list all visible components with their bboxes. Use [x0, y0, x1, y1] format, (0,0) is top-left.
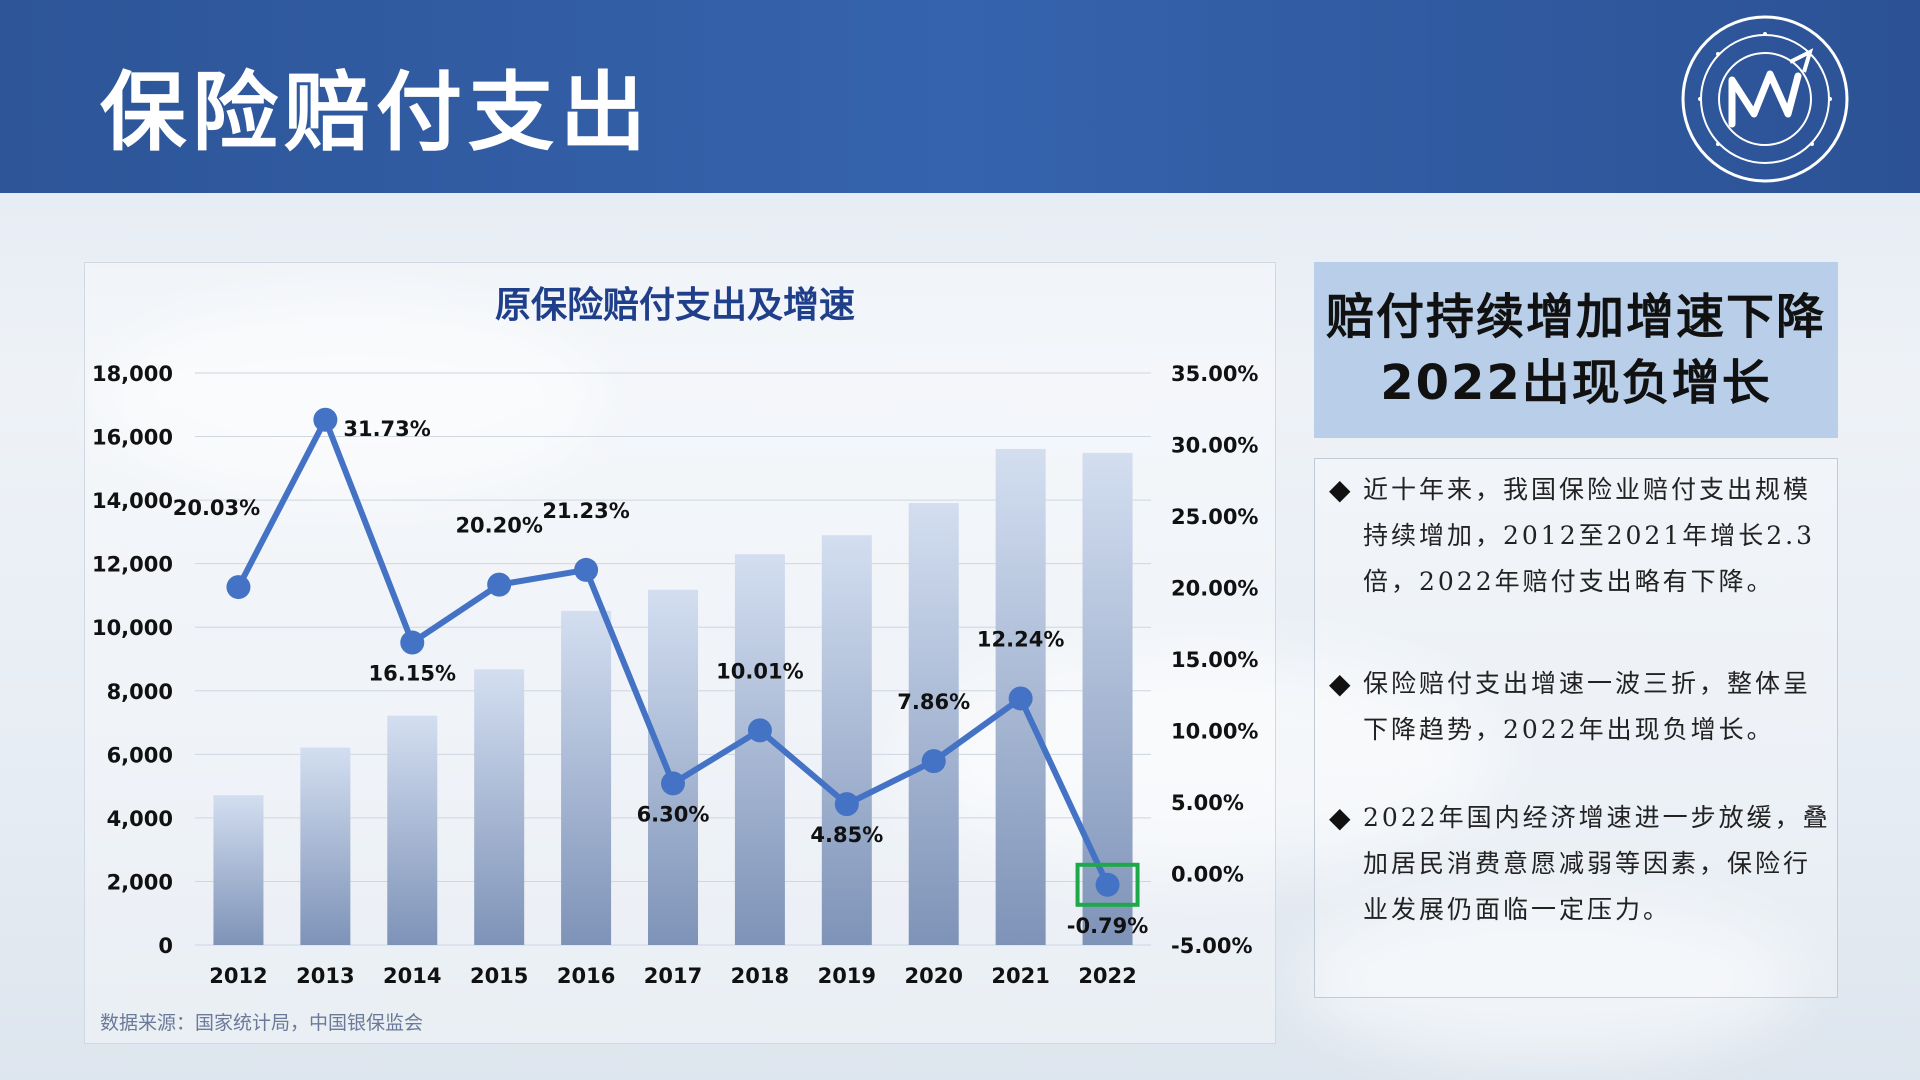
y-right-tick-label: 15.00% [1171, 648, 1258, 672]
y-left-tick-label: 16,000 [92, 426, 173, 450]
y-right-tick-label: 35.00% [1171, 362, 1258, 386]
headline-line-1: 赔付持续增加增速下降 [1325, 289, 1826, 345]
x-tick-label: 2022 [1078, 964, 1136, 988]
bar-2016 [561, 610, 612, 945]
x-tick-label: 2015 [470, 964, 528, 988]
line-point-2017 [661, 771, 685, 796]
y-right-tick-label: 0.00% [1171, 863, 1244, 887]
bullet-item: ◆ 近十年来，我国保险业赔付支出规模持续增加，2012至2021年增长2.3倍，… [1329, 467, 1837, 605]
data-label: 12.24% [977, 627, 1064, 651]
bullet-text: 近十年来，我国保险业赔付支出规模持续增加，2012至2021年增长2.3倍，20… [1363, 475, 1816, 596]
y-right-tick-label: 10.00% [1171, 720, 1258, 744]
x-tick-label: 2018 [731, 964, 789, 988]
y-left-tick-label: 14,000 [92, 489, 173, 513]
data-source-note: 数据来源：国家统计局，中国银保监会 [100, 1012, 424, 1034]
diamond-bullet-icon: ◆ [1329, 801, 1351, 834]
page-title: 保险赔付支出 [100, 63, 652, 163]
x-tick-label: 2021 [991, 964, 1049, 988]
headline-line-2: 2022出现负增长 [1380, 355, 1772, 411]
y-left-tick-label: 10,000 [92, 616, 173, 640]
line-point-2014 [400, 630, 425, 655]
y-right-tick-label: -5.00% [1171, 934, 1253, 958]
bar-2013 [300, 747, 351, 945]
y-right-tick-label: 20.00% [1171, 577, 1258, 601]
y-right-tick-label: 25.00% [1171, 505, 1258, 529]
combo-chart: 原保险赔付支出及增速 0 2,000 4,000 6,000 8,000 10,000 12,… [92, 285, 1259, 988]
line-point-2012 [226, 575, 251, 600]
data-label: 4.85% [810, 823, 883, 847]
bar-2022 [1082, 452, 1133, 945]
x-tick-label: 2014 [383, 964, 441, 988]
x-tick-label: 2020 [905, 964, 963, 988]
bar-2015 [474, 669, 525, 945]
bullet-text: 保险赔付支出增速一波三折，整体呈下降趋势，2022年出现负增长。 [1363, 669, 1812, 744]
line-point-2020 [921, 749, 946, 774]
y-left-tick-label: 4,000 [107, 807, 173, 831]
header-banner: 保险赔付支出 [0, 0, 1920, 193]
line-point-2015 [487, 572, 512, 597]
line-point-2018 [747, 718, 772, 743]
x-tick-label: 2012 [209, 964, 267, 988]
bullet-text: 2022年国内经济增速进一步放缓，叠加居民消费意愿减弱等因素，保险行业发展仍面临… [1363, 803, 1831, 924]
chart-title: 原保险赔付支出及增速 [495, 285, 855, 326]
bar-2019 [821, 535, 872, 945]
y-left-tick-label: 2,000 [107, 870, 173, 894]
data-label: 6.30% [637, 802, 710, 826]
line-point-2013 [313, 407, 338, 432]
bar-2018 [734, 554, 785, 945]
line-point-2022 [1095, 872, 1120, 897]
x-tick-label: 2016 [557, 964, 615, 988]
summary-box: ◆ 近十年来，我国保险业赔付支出规模持续增加，2012至2021年增长2.3倍，… [1314, 458, 1838, 998]
y-left-tick-label: 12,000 [92, 553, 173, 577]
bar-2014 [387, 715, 438, 945]
highlight-box [1075, 862, 1140, 907]
bullet-item: ◆ 保险赔付支出增速一波三折，整体呈下降趋势，2022年出现负增长。 [1329, 661, 1837, 753]
data-label: 16.15% [369, 662, 456, 686]
data-label: 31.73% [343, 417, 430, 441]
y-left-tick-label: 6,000 [107, 743, 173, 767]
line-point-2019 [834, 792, 859, 817]
y-right-tick-label: 5.00% [1171, 791, 1244, 815]
summary-headline: 赔付持续增加增速下降 2022出现负增长 [1314, 262, 1838, 438]
data-label: 7.86% [897, 690, 970, 714]
y-left-tick-label: 18,000 [92, 362, 173, 386]
line-point-2021 [1008, 686, 1033, 711]
chart-panel: 原保险赔付支出及增速 0 2,000 4,000 6,000 8,000 10,000 12,… [84, 262, 1276, 1044]
data-label: 21.23% [542, 499, 629, 523]
bar-2012 [213, 795, 264, 945]
data-label: -0.79% [1067, 914, 1149, 938]
data-label: 10.01% [716, 659, 803, 683]
x-tick-label: 2013 [296, 964, 354, 988]
bar-2020 [908, 503, 959, 945]
bullet-item: ◆ 2022年国内经济增速进一步放缓，叠加居民消费意愿减弱等因素，保险行业发展仍… [1329, 795, 1837, 933]
line-point-2016 [574, 557, 599, 582]
research-center-logo [1681, 15, 1849, 183]
y-right-tick-label: 30.00% [1171, 434, 1258, 458]
y-left-tick-label: 8,000 [107, 680, 173, 704]
x-tick-label: 2017 [644, 964, 702, 988]
diamond-bullet-icon: ◆ [1329, 667, 1351, 700]
x-tick-label: 2019 [818, 964, 876, 988]
data-label: 20.03% [173, 496, 260, 520]
diamond-bullet-icon: ◆ [1329, 473, 1351, 506]
bar-2017 [648, 589, 698, 945]
y-left-tick-label: 0 [158, 934, 173, 958]
data-label: 20.20% [455, 514, 542, 538]
